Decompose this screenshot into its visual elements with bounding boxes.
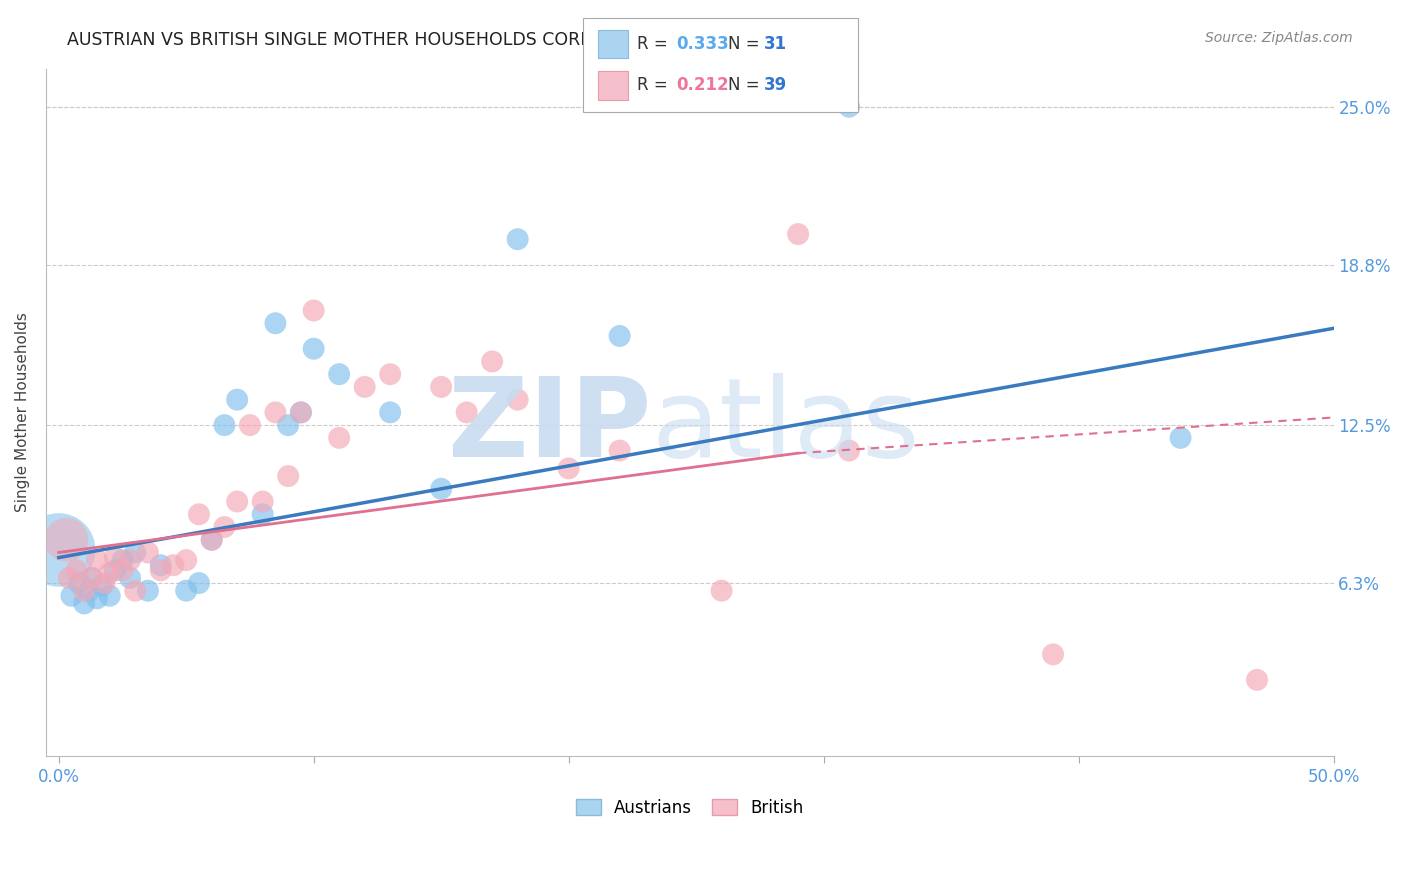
Point (104, 550, 127, 565)
Point (104, 563, 127, 577)
Point (73, 596, 96, 610)
Point (55, 533, 77, 547)
Point (48, 543, 70, 558)
Point (174, 553, 197, 567)
Point (174, 583, 197, 598)
Point (124, 583, 146, 598)
Point (328, 367, 350, 381)
Point (93, 576, 115, 591)
Point (609, 443, 631, 458)
Point (91, 579, 114, 593)
Point (98, 589, 121, 603)
Point (353, 380, 375, 394)
Text: 31: 31 (763, 35, 786, 53)
Point (214, 418, 236, 433)
Point (201, 533, 224, 547)
Text: N =: N = (728, 77, 765, 95)
Point (710, 583, 733, 598)
Text: 39: 39 (763, 77, 787, 95)
Point (302, 342, 325, 356)
Point (290, 405, 312, 419)
Point (79, 583, 101, 598)
Point (430, 482, 453, 496)
Point (557, 461, 579, 475)
Point (86, 591, 108, 606)
Point (187, 576, 209, 591)
Point (609, 329, 631, 343)
Text: ZIP: ZIP (447, 373, 651, 480)
Y-axis label: Single Mother Households: Single Mother Households (15, 312, 30, 512)
Point (1246, 673, 1268, 687)
Point (111, 563, 134, 577)
Point (1170, 431, 1192, 445)
Point (111, 553, 134, 567)
Point (136, 545, 159, 559)
Point (290, 405, 312, 419)
Point (80, 571, 103, 585)
Point (380, 367, 402, 381)
Point (98, 566, 121, 580)
Text: Source: ZipAtlas.com: Source: ZipAtlas.com (1205, 31, 1353, 45)
Point (149, 558, 172, 573)
Point (302, 303, 325, 318)
Point (252, 494, 274, 508)
Point (162, 558, 184, 573)
Point (187, 508, 209, 522)
Point (252, 508, 274, 522)
Point (201, 533, 224, 547)
Point (136, 583, 159, 598)
Point (80, 571, 103, 585)
Text: R =: R = (637, 77, 673, 95)
Point (481, 354, 503, 368)
Point (277, 469, 299, 483)
Point (506, 392, 529, 407)
Text: AUSTRIAN VS BRITISH SINGLE MOTHER HOUSEHOLDS CORRELATION CHART: AUSTRIAN VS BRITISH SINGLE MOTHER HOUSEH… (67, 31, 731, 49)
Point (226, 494, 249, 508)
Point (120, 571, 142, 585)
Point (149, 563, 172, 577)
Point (60, 589, 83, 603)
Point (239, 418, 262, 433)
Point (277, 418, 299, 433)
Point (1042, 648, 1064, 662)
Point (430, 380, 453, 394)
Point (456, 405, 478, 419)
Point (787, 227, 810, 241)
Point (67, 576, 90, 591)
Point (86, 553, 108, 567)
Legend: Austrians, British: Austrians, British (569, 792, 810, 823)
Point (328, 431, 350, 445)
Text: 0.333: 0.333 (676, 35, 730, 53)
Point (58, 571, 80, 585)
Point (264, 316, 287, 330)
Point (65, 563, 87, 577)
Text: R =: R = (637, 35, 673, 53)
Point (214, 520, 236, 534)
Point (226, 392, 249, 407)
Text: atlas: atlas (651, 373, 920, 480)
Text: 0.212: 0.212 (676, 77, 728, 95)
Point (838, 100, 860, 114)
Text: N =: N = (728, 35, 765, 53)
Point (120, 553, 142, 567)
Point (838, 443, 860, 458)
Point (380, 405, 402, 419)
Point (264, 405, 287, 419)
Point (506, 232, 529, 246)
Point (124, 545, 146, 559)
Point (73, 583, 96, 598)
